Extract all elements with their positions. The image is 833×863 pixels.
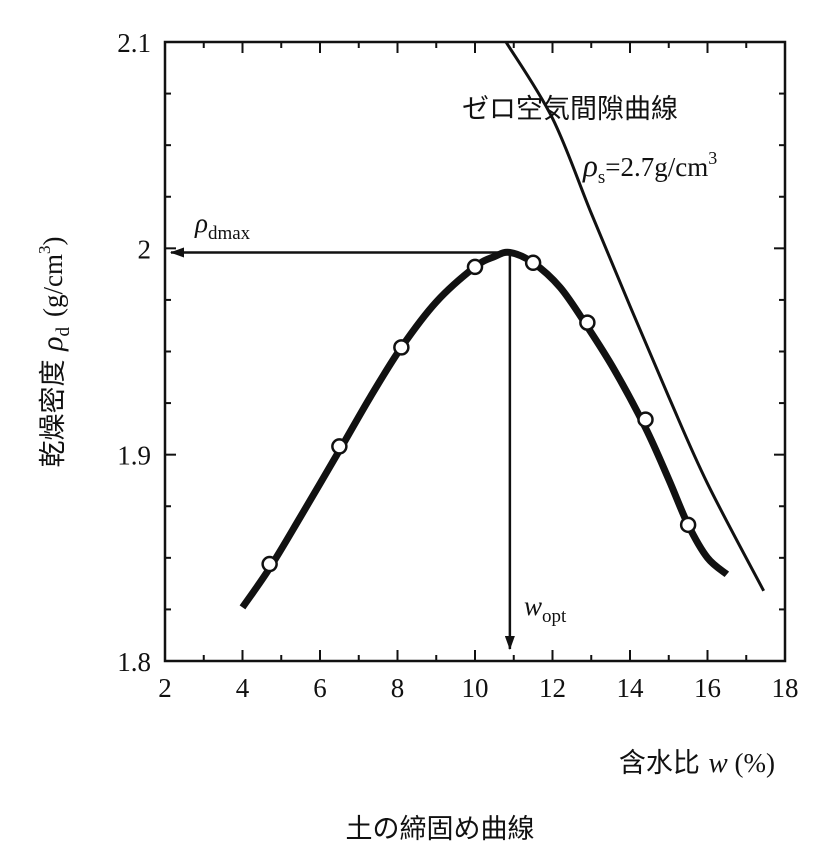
y-tick-label: 2.1 bbox=[117, 28, 151, 58]
rho-dmax-label: ρdmax bbox=[194, 208, 251, 244]
x-tick-label: 8 bbox=[391, 673, 405, 703]
rho-s-label: ρs=2.7g/cm3 bbox=[582, 148, 717, 188]
data-point bbox=[261, 555, 278, 573]
w-opt-label: wopt bbox=[524, 591, 567, 627]
data-point bbox=[393, 339, 410, 356]
x-tick-label: 16 bbox=[694, 673, 721, 703]
data-point bbox=[331, 438, 348, 455]
y-tick-labels: 1.8 1.9 2 2.1 bbox=[117, 28, 151, 677]
data-point bbox=[524, 254, 542, 272]
x-tick-label: 12 bbox=[539, 673, 566, 703]
plot-frame bbox=[163, 40, 787, 663]
y-tick-label: 1.8 bbox=[117, 647, 151, 677]
x-tick-label: 14 bbox=[617, 673, 645, 703]
x-tick-label: 2 bbox=[158, 673, 172, 703]
compaction-curve bbox=[239, 248, 730, 610]
x-tick-labels: 2 4 6 8 10 12 14 16 18 bbox=[158, 673, 798, 703]
x-tick-label: 6 bbox=[313, 673, 327, 703]
y-tick-label: 2 bbox=[138, 234, 152, 264]
y-tick-label: 1.9 bbox=[117, 441, 151, 471]
x-tick-label: 10 bbox=[462, 673, 489, 703]
data-point bbox=[679, 516, 697, 534]
y-axis-title: 乾燥密度 ρd(g/cm3) bbox=[35, 237, 74, 468]
data-points bbox=[261, 254, 697, 573]
x-axis-title: 含水比 w (%) bbox=[619, 747, 775, 779]
data-point bbox=[466, 258, 484, 276]
x-tick-label: 4 bbox=[236, 673, 250, 703]
zero-air-void-line bbox=[504, 41, 766, 592]
tick-marks bbox=[164, 41, 786, 662]
chart-caption: 土の締固め曲線 bbox=[346, 814, 535, 845]
x-tick-label: 18 bbox=[772, 673, 799, 703]
zero-air-void-label: ゼロ空気間隙曲線 bbox=[462, 94, 678, 125]
data-point bbox=[579, 314, 596, 331]
data-point bbox=[637, 411, 654, 428]
